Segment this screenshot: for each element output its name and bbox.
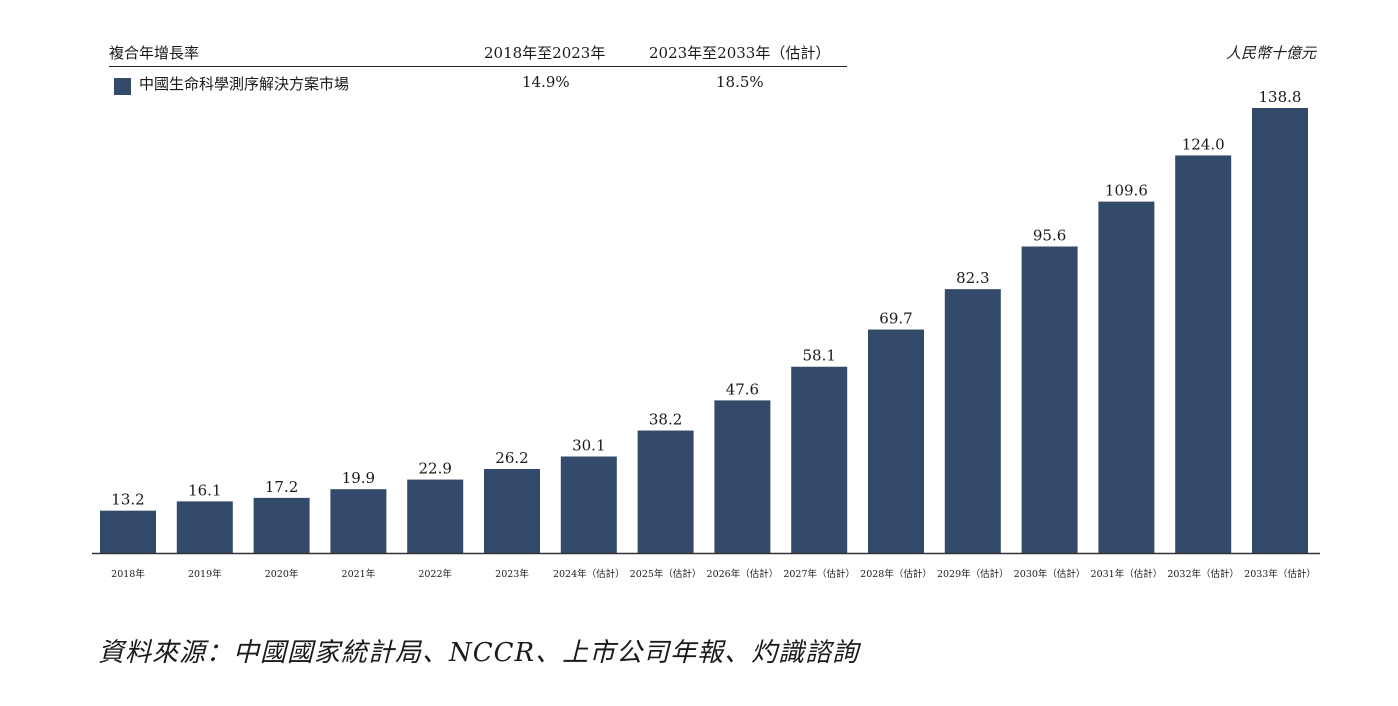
- category-label-13: 2031年（估計）: [1091, 568, 1163, 580]
- value-label-4: 22.9: [418, 460, 451, 478]
- cagr-table: 複合年增長率 2018年至2023年 2023年至2033年（估計） 中國生命科…: [109, 36, 847, 101]
- value-label-10: 69.7: [879, 310, 912, 328]
- category-label-7: 2025年（估計）: [630, 568, 702, 580]
- value-label-3: 19.9: [342, 469, 375, 487]
- value-label-6: 30.1: [572, 436, 605, 454]
- cagr-header-period2: 2023年至2033年（估計）: [649, 44, 831, 62]
- unit-label: 人民幣十億元: [1225, 44, 1316, 62]
- bar-13: [1098, 201, 1155, 554]
- category-label-1: 2019年: [188, 568, 222, 580]
- value-label-0: 13.2: [111, 491, 144, 509]
- category-label-4: 2022年: [418, 568, 452, 580]
- bar-7: [637, 430, 694, 553]
- bar-14: [1175, 155, 1232, 553]
- bar-11: [944, 289, 1001, 553]
- category-label-9: 2027年（估計）: [783, 568, 855, 580]
- bar-4: [407, 479, 464, 553]
- value-label-13: 109.6: [1105, 182, 1148, 200]
- value-label-1: 16.1: [188, 481, 221, 499]
- category-label-2: 2020年: [265, 568, 299, 580]
- bar-1: [176, 501, 233, 553]
- bar-8: [714, 400, 771, 553]
- category-label-5: 2023年: [495, 568, 529, 580]
- bar-6: [560, 456, 617, 553]
- category-label-15: 2033年（估計）: [1244, 568, 1316, 580]
- cagr-header-label: 複合年增長率: [109, 44, 200, 62]
- category-label-6: 2024年（估計）: [553, 568, 625, 580]
- source-note: 資料來源：中國國家統計局、NCCR、上市公司年報、灼識諮詢: [98, 638, 860, 668]
- bar-0: [100, 510, 156, 553]
- cagr-value-period1: 14.9%: [522, 73, 570, 91]
- category-label-12: 2030年（估計）: [1014, 568, 1086, 580]
- bar-2: [253, 497, 310, 553]
- legend-series-name: 中國生命科學測序解決方案市場: [139, 75, 350, 93]
- bar-3: [330, 489, 387, 553]
- value-label-2: 17.2: [265, 478, 298, 496]
- cagr-value-period2: 18.5%: [716, 73, 764, 91]
- category-label-3: 2021年: [342, 568, 376, 580]
- legend-swatch: [114, 78, 131, 95]
- value-label-11: 82.3: [956, 269, 989, 287]
- cagr-table-header: 複合年增長率 2018年至2023年 2023年至2033年（估計）: [109, 36, 847, 67]
- value-label-9: 58.1: [802, 347, 835, 365]
- value-label-14: 124.0: [1182, 135, 1225, 153]
- category-label-8: 2026年（估計）: [707, 568, 779, 580]
- value-label-7: 38.2: [649, 411, 682, 429]
- category-label-11: 2029年（估計）: [937, 568, 1009, 580]
- value-label-12: 95.6: [1033, 227, 1066, 245]
- value-label-5: 26.2: [495, 449, 528, 467]
- bar-12: [1021, 246, 1078, 553]
- bar-9: [791, 366, 848, 553]
- bar-15: [1252, 108, 1308, 553]
- category-label-10: 2028年（估計）: [860, 568, 932, 580]
- bar-10: [868, 329, 924, 553]
- cagr-table-row: 中國生命科學測序解決方案市場 14.9% 18.5%: [109, 67, 847, 101]
- category-label-14: 2032年（估計）: [1167, 568, 1239, 580]
- bar-5: [484, 469, 540, 553]
- value-label-15: 138.8: [1259, 88, 1302, 106]
- category-label-0: 2018年: [111, 568, 145, 580]
- cagr-header-period1: 2018年至2023年: [484, 44, 606, 62]
- value-label-8: 47.6: [726, 380, 759, 398]
